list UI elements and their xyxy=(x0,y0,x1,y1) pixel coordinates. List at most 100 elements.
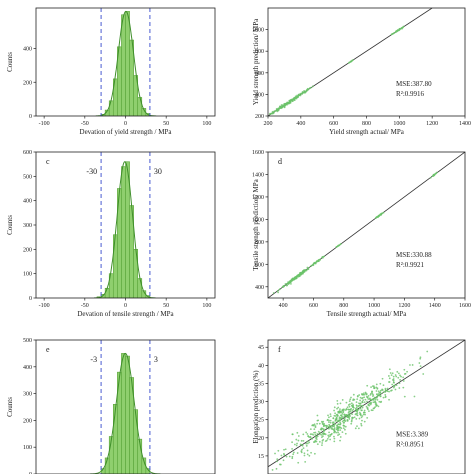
scatter-point xyxy=(329,415,332,418)
scatter-point xyxy=(296,94,298,97)
scatter-point xyxy=(341,431,344,434)
scatter-point xyxy=(366,384,369,387)
scatter-point xyxy=(362,413,365,416)
scatter-point xyxy=(364,391,367,394)
scatter-point xyxy=(306,440,309,443)
scatter-point xyxy=(359,396,362,399)
y-tick-label: 800 xyxy=(255,240,264,246)
x-tick-label: -50 xyxy=(81,121,89,127)
scatter-point xyxy=(323,433,326,436)
scatter-point xyxy=(395,375,398,378)
scatter-point xyxy=(282,284,285,287)
scatter-point xyxy=(384,387,387,390)
scatter-point xyxy=(355,410,357,413)
scatter-point xyxy=(297,439,300,442)
x-tick-label: 50 xyxy=(163,303,169,309)
scatter-point xyxy=(389,372,392,374)
scatter-point xyxy=(323,255,326,258)
scatter-point xyxy=(379,391,381,394)
scatter-point xyxy=(295,276,298,278)
scatter-point xyxy=(339,429,342,432)
scatter-point xyxy=(300,450,303,453)
scatter-point xyxy=(394,388,397,391)
scatter-point xyxy=(328,416,330,419)
scatter-point xyxy=(300,439,303,442)
scatter-point xyxy=(306,449,309,452)
scatter-point xyxy=(355,404,358,407)
scatter-point xyxy=(303,452,306,455)
scatter-point xyxy=(360,409,363,412)
scatter-point xyxy=(333,437,336,440)
scatter-point xyxy=(355,401,358,404)
scatter-point xyxy=(276,458,279,460)
y-tick-label: 100 xyxy=(23,272,32,278)
y-tick-label: 25 xyxy=(258,418,264,424)
scatter-point xyxy=(265,117,267,119)
scatter-point xyxy=(371,409,374,412)
scatter-point xyxy=(351,413,354,416)
scatter-point xyxy=(382,396,385,399)
scatter-point xyxy=(435,172,437,175)
y-tick-label: 1000 xyxy=(252,28,264,34)
scatter-point xyxy=(309,428,312,431)
scatter-point xyxy=(344,425,347,428)
scatter-point xyxy=(342,427,345,430)
scatter-point xyxy=(334,412,337,415)
scatter-point xyxy=(411,364,414,366)
scatter-point xyxy=(362,393,365,396)
scatter-point xyxy=(377,394,380,396)
x-tick-label: 1000 xyxy=(393,121,405,127)
scatter-point xyxy=(349,415,351,417)
scatter-point xyxy=(339,439,341,442)
y-tick-label: 0 xyxy=(29,114,32,120)
scatter-point xyxy=(399,379,402,381)
scatter-point xyxy=(326,438,329,440)
panel-letter: e xyxy=(46,345,50,354)
scatter-point xyxy=(278,288,281,291)
scatter-point xyxy=(336,424,338,427)
scatter-point xyxy=(329,413,332,416)
scatter-point xyxy=(325,427,328,429)
scatter-point xyxy=(387,375,390,377)
scatter-point xyxy=(356,395,359,397)
scatter-point xyxy=(379,213,382,216)
scatter-point xyxy=(395,30,397,33)
x-tick-label: -100 xyxy=(39,303,50,309)
scatter-point xyxy=(319,428,322,431)
y-tick-label: 400 xyxy=(23,199,32,205)
scatter-point xyxy=(402,386,405,389)
y-tick-label: 30 xyxy=(258,400,264,406)
scatter-point xyxy=(322,420,325,423)
scatter-point xyxy=(323,429,326,432)
x-tick-label: 600 xyxy=(329,121,338,127)
x-tick-label: 1000 xyxy=(368,303,380,309)
scatter-point xyxy=(297,96,299,99)
scatter-point xyxy=(392,379,395,382)
y-tick-label: 0 xyxy=(29,472,32,474)
scatter-point xyxy=(329,438,332,441)
scatter-point xyxy=(319,431,321,434)
scatter-point xyxy=(288,281,291,284)
y-tick-label: 400 xyxy=(255,285,264,291)
y-tick-label: 600 xyxy=(255,262,264,268)
y-tick-label: 35 xyxy=(258,381,264,387)
y-tick-label: 400 xyxy=(23,47,32,53)
scatter-point xyxy=(388,381,391,383)
r2-label: R²:0.9921 xyxy=(396,261,424,269)
scatter-point xyxy=(312,433,315,436)
y-tick-label: 300 xyxy=(23,223,32,229)
scatter-point xyxy=(382,384,385,387)
scatter-point xyxy=(333,406,336,409)
scatter-point xyxy=(352,399,354,402)
normal-fit-curve xyxy=(90,352,161,474)
scatter-point xyxy=(352,393,355,396)
scatter-point xyxy=(283,452,285,455)
scatter-point xyxy=(364,398,367,401)
scatter-point xyxy=(402,376,405,379)
scatter-point xyxy=(384,391,387,393)
scatter-point xyxy=(274,110,277,112)
scatter-point xyxy=(338,433,341,436)
scatter-point xyxy=(321,256,324,259)
scatter-point xyxy=(301,443,303,446)
